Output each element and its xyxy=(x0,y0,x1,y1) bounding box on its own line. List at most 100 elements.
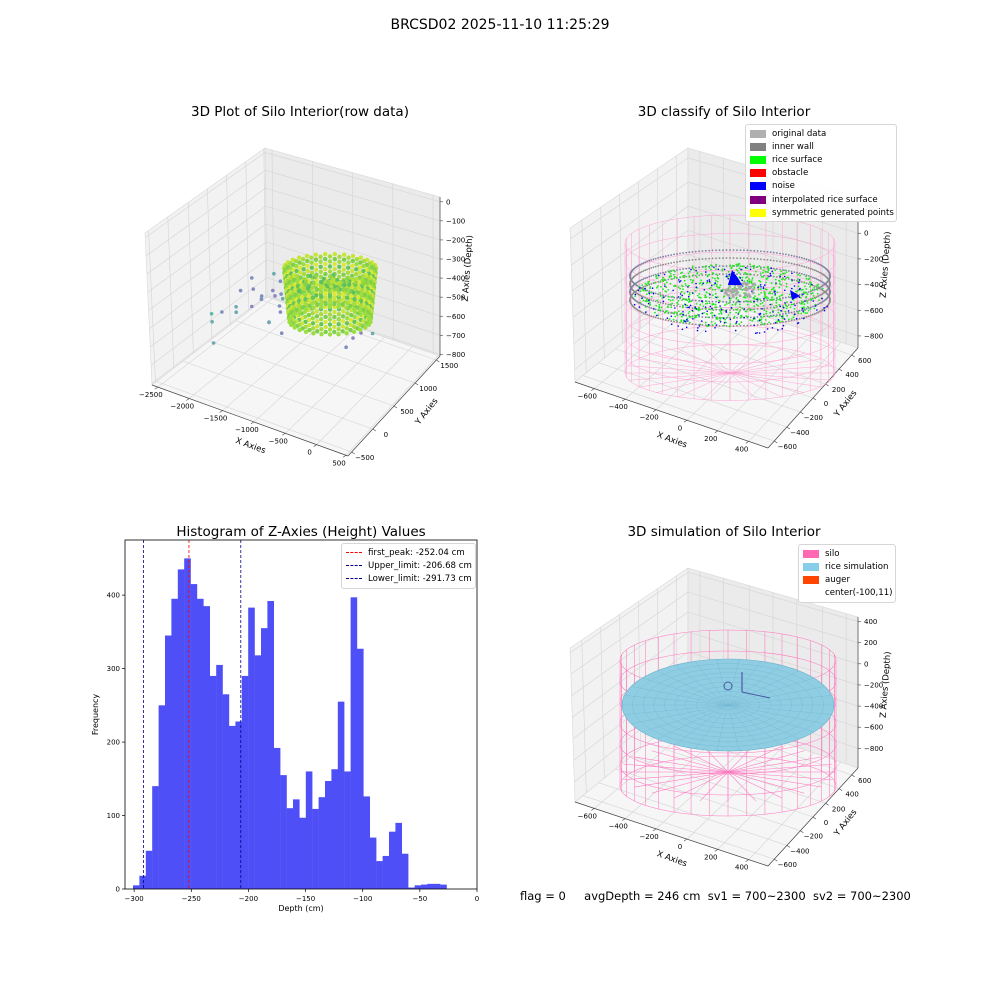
wall-point xyxy=(662,318,664,321)
wall-point xyxy=(711,257,714,260)
rice-point xyxy=(687,272,690,275)
wall-point xyxy=(823,300,825,302)
rice-point xyxy=(744,310,747,313)
raw-point xyxy=(344,288,349,292)
rice-point xyxy=(705,268,707,271)
legend-swatch xyxy=(346,552,362,554)
rice-point xyxy=(714,279,717,282)
rice-point xyxy=(684,298,687,301)
rice-point xyxy=(679,287,681,290)
rice-point xyxy=(647,282,650,285)
wall-point xyxy=(829,282,831,284)
rice-point xyxy=(775,302,778,304)
rice-point xyxy=(639,301,642,304)
noise-point xyxy=(663,296,665,299)
rice-point xyxy=(752,267,755,270)
raw-point xyxy=(348,293,354,299)
wall-point xyxy=(642,304,645,306)
cls-z-axis-label: Z Axies (Depth) xyxy=(879,231,894,298)
rice-point xyxy=(706,313,708,315)
status-footer: flag = 0 avgDepth = 246 cm sv1 = 700~230… xyxy=(520,889,911,903)
rice-point xyxy=(770,296,773,299)
legend-label: silo xyxy=(825,548,840,559)
rice-point xyxy=(735,311,737,314)
raw-point xyxy=(334,281,339,286)
wall-point xyxy=(776,260,778,262)
histogram-bar xyxy=(414,885,422,889)
raw-point xyxy=(314,287,320,292)
histogram-bar xyxy=(433,883,441,889)
noise-point xyxy=(695,282,697,285)
raw-point xyxy=(370,331,375,336)
wall-point xyxy=(807,259,810,261)
legend-swatch xyxy=(750,129,766,138)
rice-point xyxy=(763,266,765,269)
wall-point xyxy=(798,301,801,304)
raw-point xyxy=(251,287,256,291)
rice-point xyxy=(719,290,722,292)
raw-point xyxy=(323,329,328,335)
rice-point xyxy=(655,305,658,307)
histogram-bar xyxy=(203,606,210,889)
raw-point xyxy=(336,332,341,337)
rice-point xyxy=(809,286,811,288)
wall-point xyxy=(819,271,821,274)
wall-point xyxy=(756,274,759,276)
rice-point xyxy=(744,296,747,299)
raw-point xyxy=(314,314,320,319)
wall-point xyxy=(790,319,793,322)
raw-point xyxy=(297,255,302,260)
rice-point xyxy=(680,320,683,323)
wall-point xyxy=(718,325,721,327)
cls-y-tick-label: 0 xyxy=(824,400,828,408)
rice-point xyxy=(716,296,719,298)
legend-label: rice surface xyxy=(772,154,823,165)
rice-point xyxy=(691,281,694,284)
noise-point xyxy=(719,305,721,307)
rice-point xyxy=(768,321,770,324)
wall-point xyxy=(739,301,742,303)
rice-point xyxy=(693,316,696,319)
noise-point xyxy=(670,323,673,326)
wall-point xyxy=(636,300,639,303)
rice-point xyxy=(795,290,797,293)
histogram-bar xyxy=(363,796,370,889)
rice-point xyxy=(720,307,722,309)
rice-point xyxy=(667,312,670,315)
wall-point xyxy=(743,324,745,327)
rice-point xyxy=(770,299,773,301)
noise-point xyxy=(757,286,759,289)
rice-point xyxy=(765,312,768,315)
rice-point xyxy=(696,294,699,297)
wall-point xyxy=(776,276,778,278)
wall-point xyxy=(676,321,678,323)
rice-point xyxy=(697,309,700,312)
rice-point xyxy=(688,276,691,278)
raw-point xyxy=(357,265,363,270)
wall-point xyxy=(790,311,793,314)
raw-point xyxy=(332,319,337,325)
wall-point xyxy=(739,325,742,327)
raw-point xyxy=(315,297,320,302)
histogram-bar xyxy=(133,885,140,889)
rice-point xyxy=(703,312,705,314)
rice-point xyxy=(645,306,647,308)
rice-point xyxy=(783,269,785,272)
wall-point xyxy=(766,251,769,253)
histogram-y-axis-label: Frequency xyxy=(91,694,100,736)
raw-point xyxy=(327,264,333,269)
raw-point xyxy=(329,284,334,289)
histogram-bar xyxy=(312,808,319,889)
rice-point xyxy=(814,297,817,299)
rice-point xyxy=(776,296,778,299)
cls-x-tick-label: −400 xyxy=(609,403,628,411)
raw-point xyxy=(337,280,342,285)
wall-point xyxy=(736,325,738,327)
wall-point xyxy=(725,325,728,327)
noise-point xyxy=(821,297,823,300)
rice-point xyxy=(714,303,717,306)
rice-point xyxy=(780,283,783,286)
rice-point xyxy=(751,279,753,281)
raw-point xyxy=(344,331,349,336)
noise-point xyxy=(714,282,716,285)
